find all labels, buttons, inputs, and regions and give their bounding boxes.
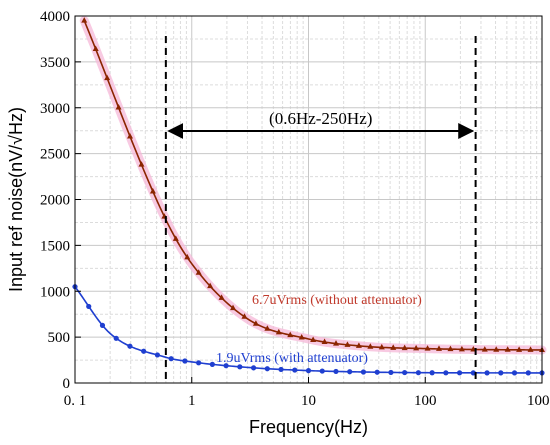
series-marker	[264, 366, 270, 372]
series-marker	[138, 161, 145, 167]
series-marker	[92, 45, 99, 52]
annotation-layer: (0.6Hz-250Hz) 6.7uVrms (without attenuato…	[164, 36, 477, 383]
series-marker	[230, 304, 237, 311]
series-marker	[168, 356, 174, 362]
series-marker	[287, 331, 294, 338]
series-marker	[209, 361, 215, 367]
series-marker	[390, 344, 397, 350]
x-tick-label: 0. 1	[64, 393, 87, 409]
series-marker	[154, 352, 161, 358]
series-marker	[504, 346, 511, 352]
range-label: (0.6Hz-250Hz)	[269, 109, 372, 128]
y-tick-label: 3000	[40, 101, 70, 117]
series-marker	[367, 343, 374, 349]
series-marker	[182, 358, 188, 364]
x-tick-label: 100	[414, 393, 437, 409]
series-marker	[252, 320, 259, 326]
series-marker	[115, 103, 122, 110]
series-marker	[458, 345, 465, 352]
series-marker	[241, 313, 248, 319]
grid	[74, 15, 542, 384]
series-marker	[402, 369, 408, 376]
series-marker	[99, 322, 106, 328]
series-marker	[207, 282, 214, 289]
tick-layer: 0. 1 1 10 100 1000 0 500 1000 1500 2000 2500 3000 35…	[40, 9, 550, 409]
series-marker	[196, 360, 202, 366]
series-marker	[413, 344, 420, 351]
y-tick-label: 2000	[40, 193, 70, 209]
series-marker	[424, 345, 431, 351]
y-tick-label: 2500	[40, 147, 70, 163]
x-tick-label: 1000	[527, 393, 550, 409]
series-marker	[481, 346, 488, 352]
y-tick-label: 0	[63, 376, 71, 392]
series-marker	[355, 342, 362, 348]
series-marker	[141, 348, 147, 354]
with-attenuator-label: 1.9uVrms (with attenuator)	[216, 351, 368, 366]
series-marker	[378, 343, 385, 350]
series-marker	[321, 338, 328, 345]
series-marker	[278, 366, 284, 373]
series-marker	[237, 364, 243, 370]
series-marker	[360, 369, 367, 375]
series-marker	[511, 370, 518, 376]
series-marker	[298, 333, 305, 340]
series-marker	[113, 335, 119, 341]
x-tick-label: 10	[301, 393, 316, 409]
series-marker	[195, 269, 202, 275]
series-marker	[264, 325, 271, 331]
series-marker	[310, 336, 317, 342]
series-marker	[443, 370, 449, 376]
series-marker	[127, 132, 134, 139]
series-marker	[305, 368, 312, 374]
series-marker	[333, 340, 340, 346]
series-marker	[347, 369, 353, 375]
series-marker	[344, 341, 351, 347]
series-marker	[493, 346, 500, 352]
series-marker	[218, 294, 225, 300]
y-tick-label: 1000	[40, 284, 70, 300]
x-axis-title: Frequency(Hz)	[249, 417, 368, 437]
y-tick-label: 4000	[40, 9, 70, 25]
series-marker	[527, 346, 534, 352]
series-marker	[104, 74, 111, 81]
series-marker	[516, 346, 523, 352]
series-marker	[388, 369, 394, 376]
x-tick-label: 1	[188, 393, 196, 409]
series-marker	[525, 370, 531, 376]
series-marker	[447, 345, 454, 352]
y-tick-label: 1500	[40, 238, 70, 254]
series-marker	[436, 345, 443, 351]
without-attenuator-label: 6.7uVrms (without attenuator)	[252, 293, 422, 308]
series-marker	[127, 343, 133, 349]
y-tick-label: 3500	[40, 55, 70, 71]
series-marker	[172, 235, 179, 241]
series-marker	[374, 369, 380, 375]
series-marker	[275, 328, 282, 335]
series-marker	[498, 370, 504, 376]
series-marker	[86, 303, 92, 310]
series-marker	[223, 363, 229, 369]
series-marker	[81, 17, 88, 23]
series-marker	[333, 368, 339, 375]
series-marker	[184, 253, 191, 260]
y-tick-label: 500	[48, 330, 71, 346]
series-marker	[484, 370, 490, 376]
series-marker	[456, 370, 463, 376]
y-axis-title: Input ref noise(nV/√Hz)	[6, 107, 26, 292]
series-marker	[429, 370, 435, 376]
series-marker	[415, 370, 421, 376]
series-marker	[401, 344, 408, 351]
series-marker	[292, 367, 298, 373]
series-marker	[319, 368, 325, 374]
series-marker	[149, 187, 156, 194]
series-marker	[250, 365, 257, 371]
